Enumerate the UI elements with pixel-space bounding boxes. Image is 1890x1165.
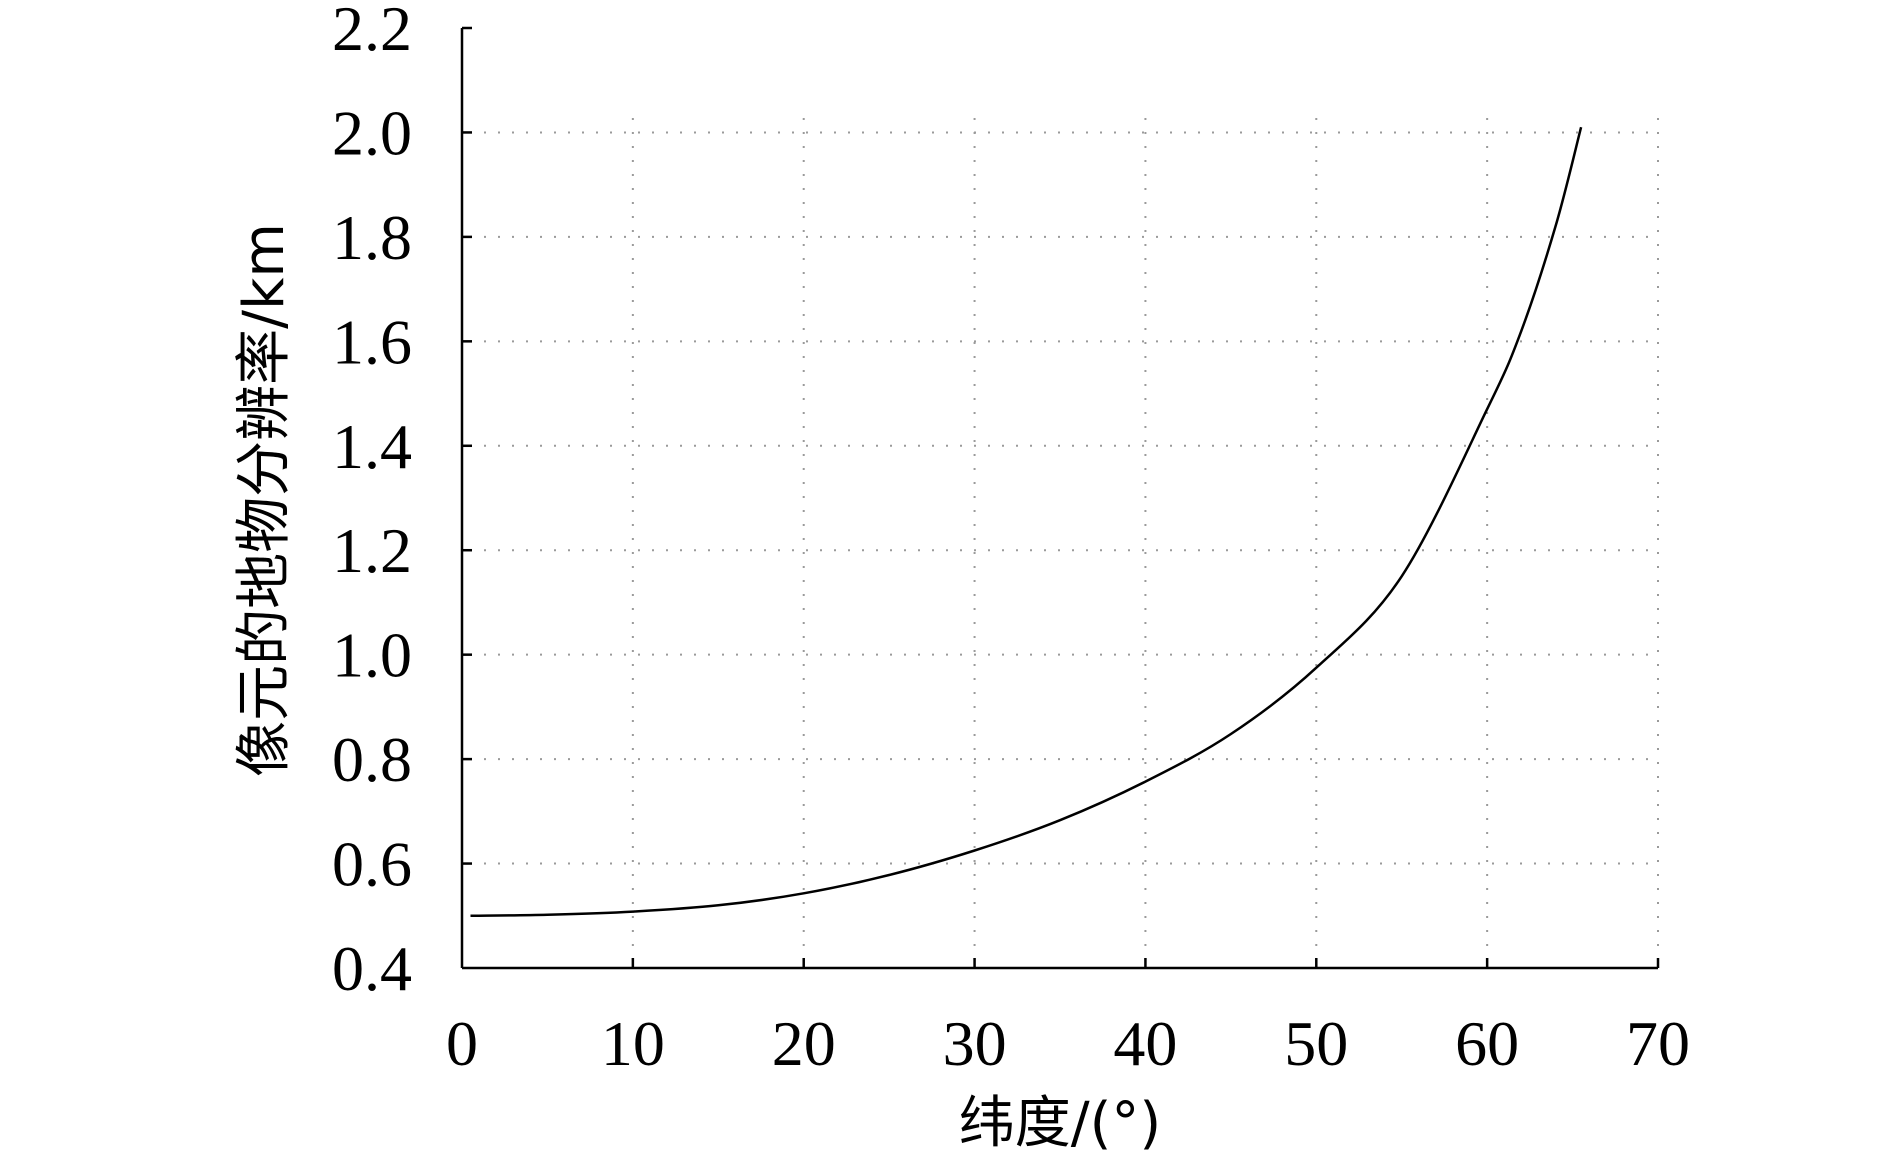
x-tick-label: 20: [772, 1008, 836, 1079]
y-tick-label: 1.0: [332, 620, 412, 691]
x-tick-label: 50: [1284, 1008, 1348, 1079]
series-line: [470, 126, 1583, 918]
x-tick-label: 70: [1626, 1008, 1690, 1079]
x-axis-title: 纬度/(°): [959, 1091, 1162, 1156]
y-tick-label: 1.2: [332, 515, 412, 586]
x-axis-ticks: 0 10 20 30 40 50 60 70: [446, 958, 1690, 1079]
plot-area: [470, 126, 1583, 918]
x-tick-label: 30: [943, 1008, 1007, 1079]
x-tick-label: 40: [1113, 1008, 1177, 1079]
x-tick-label: 0: [446, 1008, 478, 1079]
y-tick-label: 1.8: [332, 202, 412, 273]
y-tick-label: 0.8: [332, 724, 412, 795]
grid-lines: [470, 118, 1659, 962]
y-tick-label: 1.4: [332, 411, 412, 482]
y-tick-label: 1.6: [332, 306, 412, 377]
axes: [460, 28, 1658, 970]
y-axis-title: 像元的地物分辨率/km: [232, 223, 297, 777]
y-tick-label: 2.0: [332, 97, 412, 168]
y-tick-label: 0.6: [332, 829, 412, 900]
y-axis-ticks: 0.4 0.6 0.8 1.0 1.2 1.4 1.6 1.8 2.0 2.2: [332, 0, 472, 1004]
x-tick-label: 10: [601, 1008, 665, 1079]
x-tick-label: 60: [1455, 1008, 1519, 1079]
y-tick-label: 2.2: [332, 0, 412, 64]
y-tick-label: 0.4: [332, 933, 412, 1004]
